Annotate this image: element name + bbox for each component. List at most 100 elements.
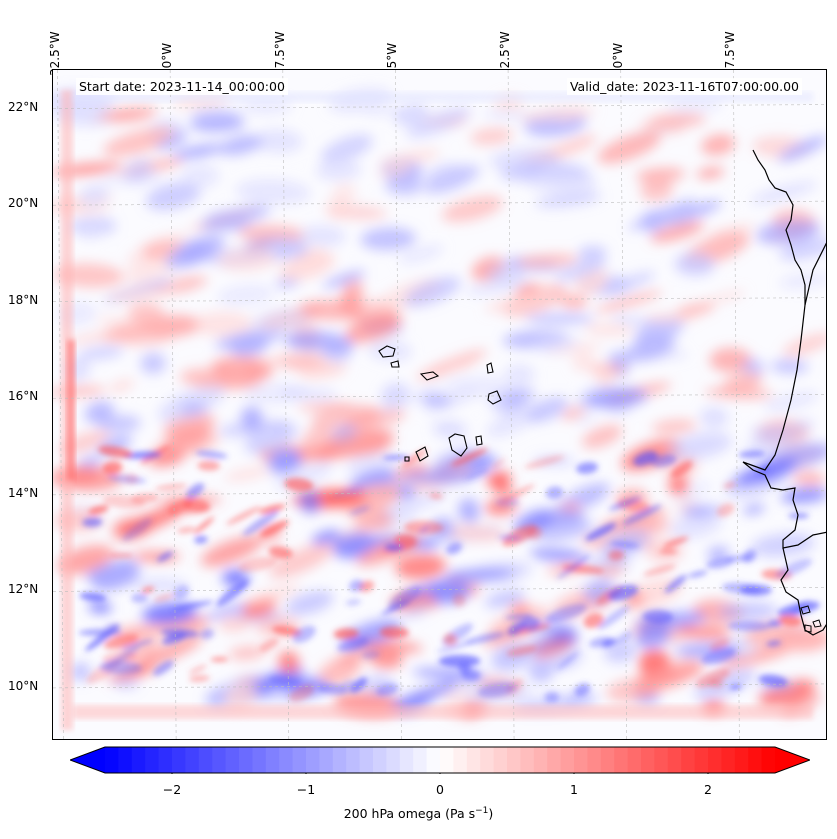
omega-streak <box>498 535 521 540</box>
island-sao-vicente <box>390 360 400 368</box>
omega-streak <box>268 675 302 687</box>
omega-blob <box>640 178 674 202</box>
omega-blob <box>88 602 112 613</box>
colorbar-segment <box>319 747 334 773</box>
omega-streak <box>738 450 766 458</box>
omega-blob <box>127 303 164 323</box>
meridian-line <box>282 70 290 739</box>
omega-blob <box>298 362 347 379</box>
omega-streak <box>597 605 631 630</box>
omega-blob <box>534 333 580 354</box>
omega-blob <box>764 391 819 412</box>
omega-streak <box>349 505 371 516</box>
omega-streak <box>574 683 591 697</box>
island-boa-vista <box>487 390 502 405</box>
omega-blob <box>674 252 715 276</box>
colorbar-label-text: 200 hPa omega (Pa s <box>343 806 476 822</box>
omega-blob <box>699 407 729 428</box>
omega-blob <box>682 504 713 519</box>
omega-field-map <box>53 70 826 739</box>
omega-streak <box>723 482 736 489</box>
colorbar-tick-label: 1 <box>570 782 578 797</box>
omega-blob <box>529 548 587 562</box>
omega-streak <box>671 460 693 478</box>
omega-streak <box>122 451 162 459</box>
omega-streak <box>502 524 537 547</box>
omega-streak <box>589 636 612 648</box>
omega-streak <box>688 570 708 578</box>
omega-blob <box>210 138 267 155</box>
omega-blob <box>509 603 531 615</box>
omega-streak <box>716 503 735 517</box>
colorbar-segment <box>158 747 173 773</box>
omega-streak <box>186 482 205 499</box>
colorbar-segment <box>587 747 602 773</box>
omega-blob <box>367 340 412 362</box>
omega-blob <box>758 679 816 707</box>
omega-streak <box>271 625 302 636</box>
omega-streak <box>650 454 677 467</box>
omega-streak <box>210 656 229 662</box>
omega-blob <box>106 283 179 303</box>
omega-blob <box>750 181 818 204</box>
omega-streak <box>82 517 103 528</box>
colorbar-segment <box>480 747 495 773</box>
colorbar-segment <box>185 747 200 773</box>
omega-streak <box>491 458 506 469</box>
colorbar-segment <box>239 747 253 773</box>
omega-streak <box>200 628 215 640</box>
omega-streak <box>284 477 314 492</box>
omega-streak <box>238 556 278 572</box>
omega-blob <box>597 563 625 577</box>
west-boundary-peak <box>67 340 75 480</box>
omega-blob <box>441 195 503 223</box>
island-sao-nicolau <box>419 371 440 381</box>
omega-streak <box>197 460 220 471</box>
colorbar-segment <box>306 747 320 773</box>
omega-blob <box>633 661 704 692</box>
omega-blob <box>218 615 253 632</box>
omega-blob <box>516 253 579 268</box>
omega-streak <box>499 484 535 504</box>
omega-blob <box>718 646 793 668</box>
omega-blob <box>70 662 91 682</box>
omega-streak <box>153 593 174 602</box>
map-panel <box>52 69 827 740</box>
colorbar-extend-low <box>70 747 105 773</box>
colorbar-segment <box>641 747 655 773</box>
omega-blob <box>524 313 595 325</box>
omega-blob <box>424 389 477 414</box>
omega-streak <box>438 654 481 668</box>
omega-blob <box>99 106 159 122</box>
colorbar-segment <box>292 747 307 773</box>
omega-streak <box>504 614 533 620</box>
omega-blob <box>228 646 266 660</box>
omega-blob <box>239 99 293 115</box>
colorbar-segment <box>533 747 548 773</box>
colorbar-tick-label: −1 <box>296 782 316 797</box>
omega-streak <box>340 680 355 690</box>
omega-streak <box>156 551 174 562</box>
omega-streak <box>775 558 813 578</box>
omega-blob <box>377 383 446 414</box>
omega-streak <box>401 448 428 468</box>
north-boundary-band <box>73 92 813 102</box>
omega-blob <box>78 454 102 471</box>
omega-streak <box>172 600 214 611</box>
omega-blob <box>651 419 697 434</box>
omega-streak <box>337 637 369 652</box>
colorbar-label-suffix: ) <box>488 806 494 822</box>
south-boundary-band <box>73 705 813 719</box>
omega-blob <box>268 542 335 579</box>
colorbar-segment <box>373 747 387 773</box>
omega-blob <box>634 316 685 345</box>
colorbar-segments <box>105 747 776 773</box>
omega-streak <box>495 497 520 507</box>
omega-streak <box>242 510 279 536</box>
meridian-line <box>733 70 740 739</box>
omega-streak <box>778 614 803 627</box>
omega-streak <box>418 525 430 534</box>
omega-blob <box>594 291 663 313</box>
omega-streak <box>88 505 109 515</box>
omega-field-streaks <box>78 445 820 703</box>
